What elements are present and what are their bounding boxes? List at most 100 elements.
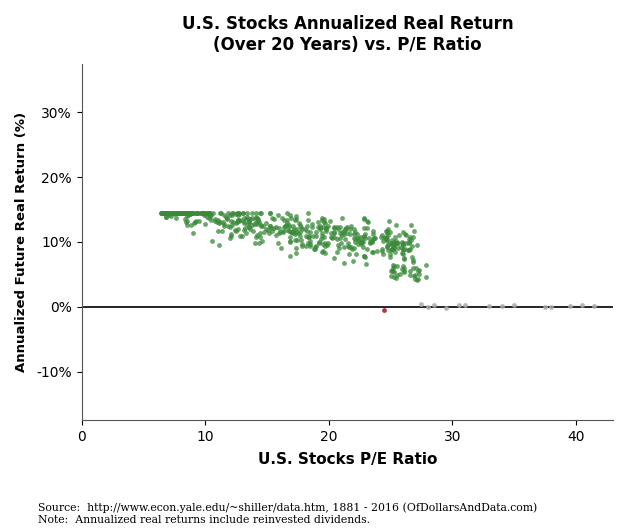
Point bbox=[278, 227, 288, 235]
Point bbox=[264, 208, 274, 217]
Point bbox=[413, 267, 423, 276]
Point bbox=[251, 208, 261, 217]
Point bbox=[181, 208, 191, 217]
Point bbox=[175, 208, 185, 217]
Point bbox=[350, 228, 360, 236]
Point bbox=[158, 208, 168, 217]
Point bbox=[369, 234, 379, 242]
Point bbox=[231, 218, 241, 227]
Point bbox=[359, 214, 369, 223]
Point bbox=[321, 224, 331, 232]
Point bbox=[223, 222, 233, 230]
Point bbox=[245, 224, 255, 233]
Point bbox=[412, 276, 422, 285]
Point bbox=[311, 227, 322, 236]
X-axis label: U.S. Stocks P/E Ratio: U.S. Stocks P/E Ratio bbox=[257, 452, 437, 467]
Point bbox=[392, 271, 403, 280]
Point bbox=[232, 208, 242, 217]
Point bbox=[382, 228, 392, 237]
Point bbox=[329, 233, 339, 242]
Point bbox=[284, 237, 295, 245]
Point bbox=[292, 236, 302, 244]
Point bbox=[205, 208, 215, 217]
Point bbox=[192, 208, 202, 217]
Point bbox=[234, 217, 244, 225]
Point bbox=[188, 208, 198, 217]
Point bbox=[333, 225, 343, 233]
Point bbox=[377, 245, 387, 253]
Point bbox=[264, 229, 274, 238]
Point bbox=[185, 210, 195, 218]
Point bbox=[311, 232, 321, 240]
Point bbox=[226, 231, 236, 240]
Point bbox=[166, 212, 176, 220]
Point bbox=[322, 225, 332, 234]
Point bbox=[399, 254, 409, 263]
Point bbox=[184, 208, 194, 217]
Point bbox=[354, 237, 364, 245]
Point bbox=[215, 208, 225, 217]
Point bbox=[379, 306, 389, 314]
Point bbox=[364, 218, 374, 227]
Point bbox=[368, 248, 378, 257]
Point bbox=[396, 264, 406, 273]
Point bbox=[190, 217, 200, 225]
Point bbox=[237, 232, 247, 240]
Point bbox=[343, 238, 353, 247]
Point bbox=[322, 241, 332, 249]
Point bbox=[295, 221, 305, 229]
Point bbox=[337, 214, 347, 222]
Point bbox=[187, 208, 197, 217]
Point bbox=[167, 208, 177, 217]
Point bbox=[320, 242, 330, 250]
Point bbox=[188, 219, 198, 227]
Point bbox=[163, 208, 173, 217]
Point bbox=[367, 248, 377, 257]
Point bbox=[391, 233, 401, 242]
Point bbox=[247, 226, 257, 235]
Point bbox=[318, 218, 328, 226]
Point bbox=[305, 228, 315, 236]
Point bbox=[291, 215, 301, 223]
Point bbox=[239, 226, 249, 234]
Point bbox=[381, 234, 391, 242]
Point bbox=[405, 245, 415, 253]
Point bbox=[342, 228, 352, 237]
Point bbox=[178, 209, 188, 218]
Point bbox=[217, 227, 227, 236]
Point bbox=[401, 231, 411, 240]
Point bbox=[242, 219, 252, 228]
Point bbox=[180, 208, 190, 217]
Point bbox=[397, 237, 407, 246]
Point bbox=[315, 239, 325, 248]
Point bbox=[244, 215, 254, 224]
Point bbox=[345, 222, 355, 231]
Point bbox=[285, 210, 295, 219]
Point bbox=[227, 221, 237, 229]
Point bbox=[381, 235, 391, 243]
Point bbox=[297, 242, 307, 250]
Point bbox=[261, 225, 271, 233]
Point bbox=[158, 208, 168, 217]
Point bbox=[384, 239, 394, 248]
Point bbox=[204, 214, 214, 223]
Point bbox=[393, 243, 403, 252]
Point bbox=[294, 218, 304, 227]
Point bbox=[254, 217, 264, 226]
Point bbox=[412, 241, 422, 249]
Point bbox=[360, 229, 370, 238]
Point bbox=[386, 245, 396, 253]
Point bbox=[187, 208, 197, 217]
Point bbox=[181, 208, 192, 217]
Point bbox=[383, 240, 393, 249]
Point bbox=[252, 219, 263, 228]
Point bbox=[404, 238, 414, 246]
Point bbox=[335, 228, 345, 237]
Point bbox=[181, 217, 192, 226]
Point bbox=[234, 216, 244, 224]
Point bbox=[407, 242, 417, 250]
Point bbox=[160, 208, 170, 217]
Point bbox=[352, 235, 362, 244]
Point bbox=[291, 230, 301, 239]
Point bbox=[318, 247, 328, 255]
